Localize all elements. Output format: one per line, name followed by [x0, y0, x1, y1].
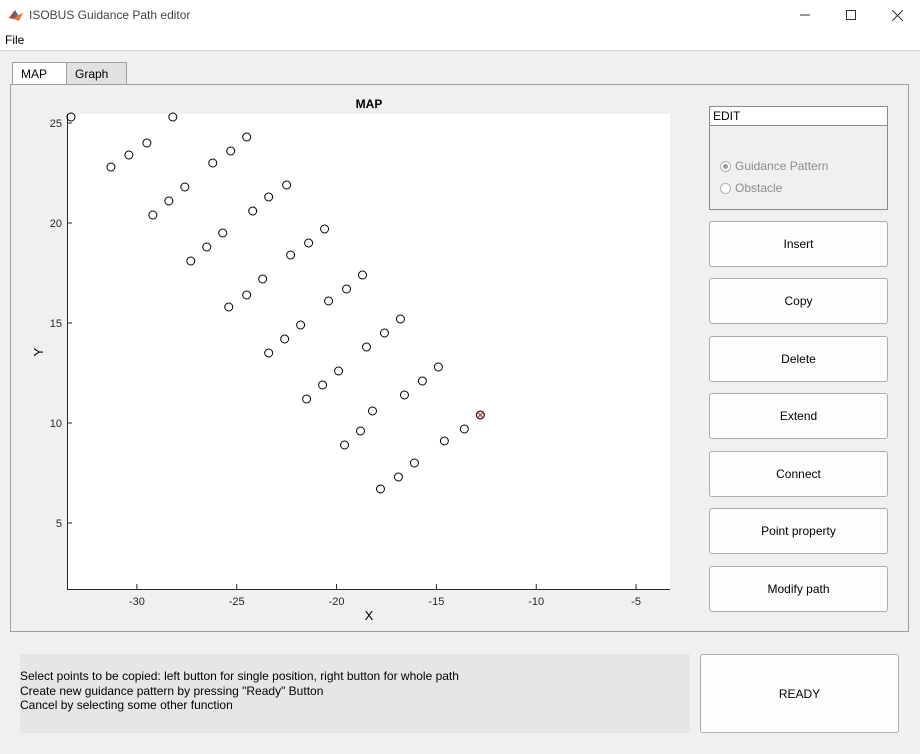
selected-point-marker — [477, 412, 484, 418]
path-point[interactable] — [342, 284, 352, 294]
y-tick-label: 5 — [56, 518, 62, 530]
path-point[interactable] — [395, 314, 405, 324]
matlab-icon — [9, 10, 23, 21]
x-tick-label: -25 — [229, 596, 245, 608]
path-point[interactable] — [409, 458, 419, 468]
path-point[interactable] — [358, 270, 368, 280]
connect-button[interactable]: Connect — [709, 451, 888, 497]
radio-label: Guidance Pattern — [735, 159, 829, 173]
radio-guidance-pattern[interactable]: Guidance Pattern — [720, 159, 828, 173]
path-point[interactable] — [168, 112, 178, 122]
path-point[interactable] — [367, 406, 377, 416]
chart-title: MAP — [356, 97, 383, 111]
status-line: Select points to be copied: left button … — [20, 669, 459, 683]
ready-button[interactable]: READY — [700, 654, 899, 733]
path-point[interactable] — [264, 348, 274, 358]
path-point[interactable] — [417, 376, 427, 386]
path-point[interactable] — [334, 366, 344, 376]
path-point[interactable] — [340, 440, 350, 450]
radio-circle — [720, 160, 731, 172]
path-point[interactable] — [202, 242, 212, 252]
maximize-icon — [846, 10, 856, 20]
y-tick-label: 10 — [50, 418, 62, 430]
extend-button[interactable]: Extend — [709, 393, 888, 439]
point-property-button[interactable]: Point property — [709, 508, 888, 554]
copy-button[interactable]: Copy — [709, 278, 888, 324]
radio-circle — [720, 182, 731, 194]
path-point[interactable] — [318, 380, 328, 390]
path-point[interactable] — [242, 290, 252, 300]
path-point[interactable] — [282, 180, 292, 190]
x-axis-label: X — [365, 608, 374, 623]
menu-file[interactable]: File — [5, 33, 25, 47]
path-point[interactable] — [106, 162, 116, 172]
path-point[interactable] — [304, 238, 314, 248]
path-point[interactable] — [375, 484, 385, 494]
y-axis-label: Y — [31, 347, 46, 356]
status-line: Cancel by selecting some other function — [20, 698, 233, 712]
path-point[interactable] — [66, 112, 76, 122]
path-point[interactable] — [379, 328, 389, 338]
path-point[interactable] — [324, 296, 334, 306]
path-point[interactable] — [208, 158, 218, 168]
path-point[interactable] — [142, 138, 152, 148]
x-tick-label: -15 — [428, 596, 444, 608]
tab-map[interactable]: MAP — [12, 62, 67, 85]
radio-selected-dot — [723, 163, 728, 169]
path-point[interactable] — [226, 146, 236, 156]
y-tick-label: 20 — [50, 218, 62, 230]
x-tick-label: -20 — [329, 596, 345, 608]
path-point[interactable] — [264, 192, 274, 202]
path-point[interactable] — [393, 472, 403, 482]
delete-button[interactable]: Delete — [709, 336, 888, 382]
maximize-button[interactable] — [828, 0, 874, 30]
path-point[interactable] — [459, 424, 469, 434]
x-tick-label: -30 — [129, 596, 145, 608]
tab-graph[interactable]: Graph — [66, 62, 127, 84]
x-tick-label: -5 — [631, 596, 641, 608]
path-point[interactable] — [124, 150, 134, 160]
y-tick-label: 25 — [50, 118, 62, 130]
path-point[interactable] — [258, 274, 268, 284]
path-point[interactable] — [242, 132, 252, 142]
path-point[interactable] — [320, 224, 330, 234]
path-point[interactable] — [218, 228, 228, 238]
menu-bar: File — [0, 30, 920, 51]
window-title: ISOBUS Guidance Path editor — [29, 8, 191, 22]
modify-path-button[interactable]: Modify path — [709, 566, 888, 612]
radio-label: Obstacle — [735, 181, 783, 195]
path-point[interactable] — [224, 302, 234, 312]
path-point[interactable] — [186, 256, 196, 266]
path-point[interactable] — [433, 362, 443, 372]
path-point[interactable] — [356, 426, 366, 436]
close-icon — [891, 9, 903, 21]
y-tick-label: 15 — [50, 318, 62, 330]
path-point[interactable] — [286, 250, 296, 260]
path-point[interactable] — [296, 320, 306, 330]
plot-area[interactable] — [67, 114, 670, 589]
path-point[interactable] — [180, 182, 190, 192]
radio-obstacle[interactable]: Obstacle — [720, 181, 782, 195]
path-point[interactable] — [399, 390, 409, 400]
status-line: Create new guidance pattern by pressing … — [20, 683, 324, 698]
path-point[interactable] — [302, 394, 312, 404]
path-point[interactable] — [439, 436, 449, 446]
x-tick-label: -10 — [528, 596, 544, 608]
edit-panel-title: EDIT — [710, 107, 887, 126]
insert-button[interactable]: Insert — [709, 221, 888, 267]
path-point[interactable] — [164, 196, 174, 206]
title-bar: ISOBUS Guidance Path editor — [0, 0, 920, 30]
path-point[interactable] — [148, 210, 158, 220]
path-point[interactable] — [280, 334, 290, 344]
path-point[interactable] — [362, 342, 372, 352]
edit-panel: EDIT Guidance Pattern Obstacle — [709, 106, 888, 210]
minimize-button[interactable] — [782, 0, 828, 30]
close-button[interactable] — [874, 0, 920, 30]
status-message-box: Select points to be copied: left button … — [20, 654, 690, 733]
minimize-icon — [800, 14, 810, 16]
path-point[interactable] — [248, 206, 258, 216]
